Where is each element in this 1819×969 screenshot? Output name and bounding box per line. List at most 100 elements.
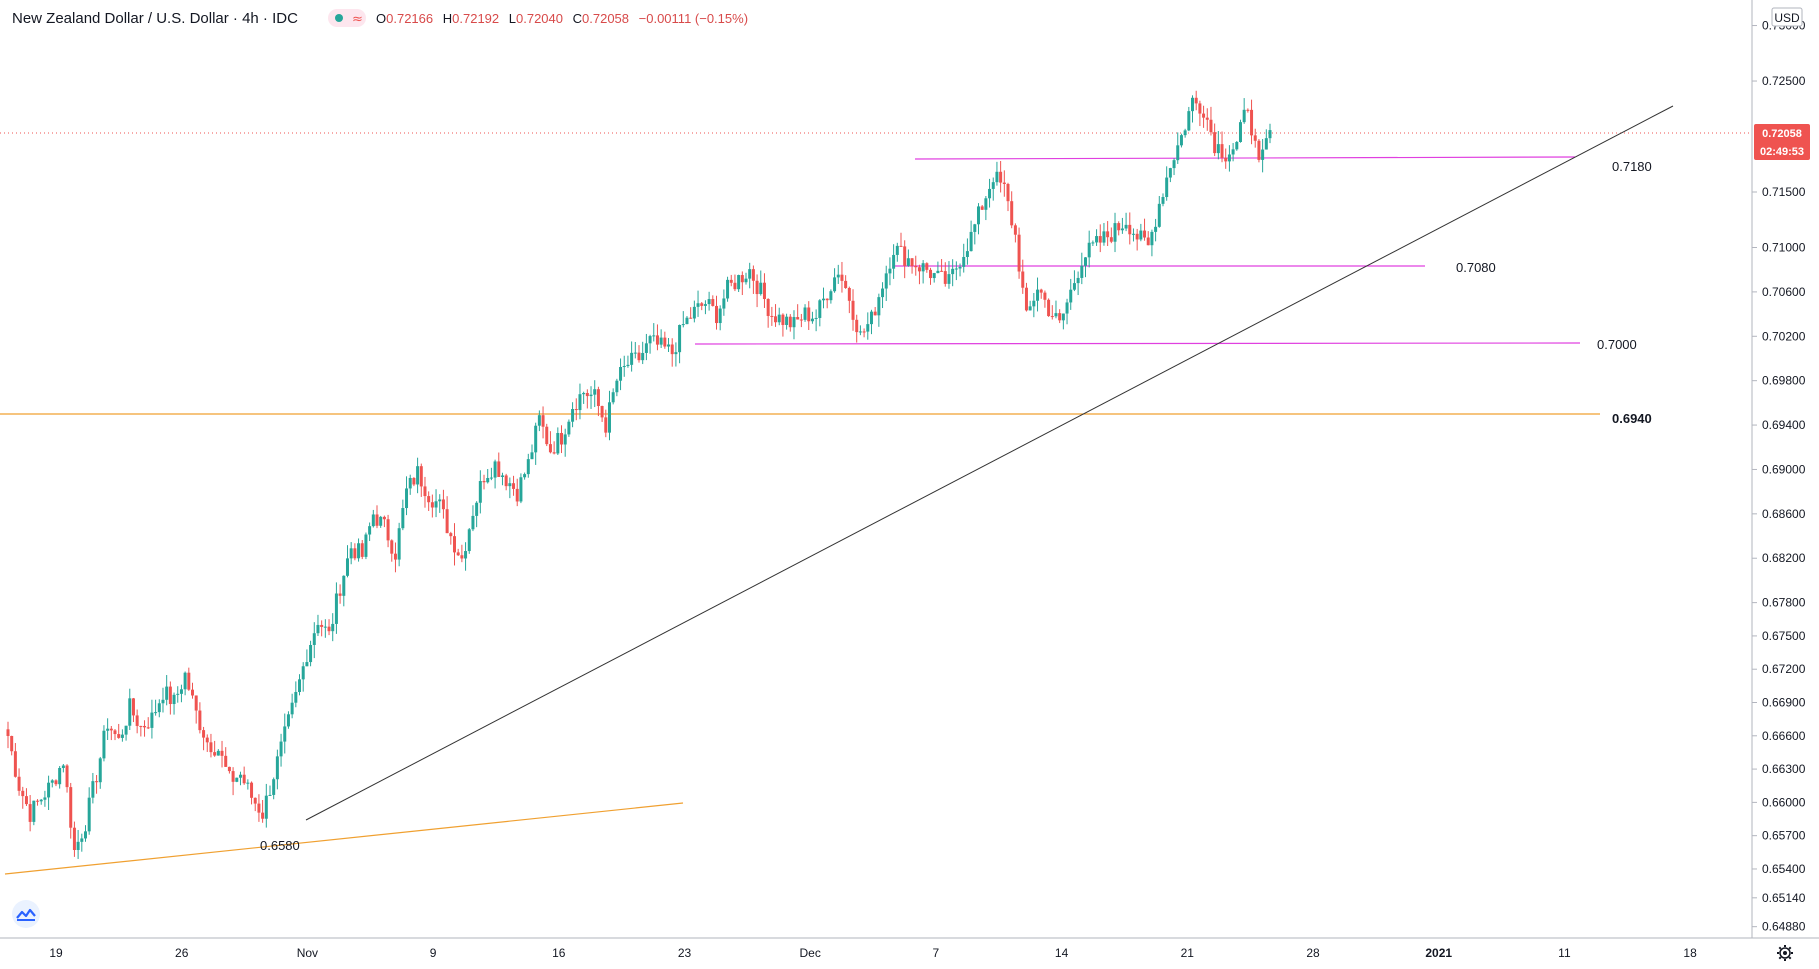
resistance-line-0700 — [694, 342, 1581, 345]
candle — [512, 475, 516, 496]
candle — [1095, 229, 1099, 246]
candle — [578, 383, 582, 420]
candle — [334, 582, 338, 634]
candle — [83, 825, 87, 842]
candle — [917, 264, 921, 285]
candle — [1087, 230, 1091, 268]
candle — [748, 262, 752, 289]
candle — [368, 522, 372, 542]
time-tick-label: 18 — [1683, 946, 1697, 960]
candle — [117, 723, 121, 739]
candle — [1047, 298, 1051, 317]
candle — [545, 423, 549, 447]
candle — [1028, 300, 1032, 311]
candle — [338, 584, 342, 604]
candle — [6, 721, 10, 749]
candle — [777, 307, 781, 326]
candle — [43, 790, 47, 807]
candle — [305, 649, 309, 667]
candle — [936, 261, 940, 274]
candle — [548, 431, 552, 454]
candle — [1131, 228, 1135, 242]
candle — [508, 477, 512, 499]
candle — [460, 544, 464, 563]
candle — [563, 428, 567, 457]
candle — [1187, 106, 1191, 132]
candle — [131, 697, 135, 723]
candle — [1172, 158, 1176, 176]
candle — [910, 258, 914, 274]
candle — [69, 782, 73, 839]
candle — [323, 619, 327, 638]
candle — [943, 262, 947, 287]
candle — [246, 779, 250, 790]
candle — [157, 699, 161, 718]
candle — [449, 531, 453, 545]
candle — [600, 405, 604, 422]
candle — [390, 539, 394, 562]
level-label-0708: 0.7080 — [1456, 260, 1496, 275]
candle — [1032, 293, 1036, 318]
candle — [345, 545, 349, 578]
candle — [995, 161, 999, 186]
candle — [179, 684, 183, 703]
candle — [456, 548, 460, 557]
candle — [54, 779, 58, 787]
candle — [929, 267, 933, 285]
candle — [379, 515, 383, 528]
currency-button[interactable] — [1771, 7, 1803, 27]
time-axis-ticks: 19 26 Nov 9 16 23 Dec 7 14 21 28 2021 11 18 — [49, 946, 1697, 960]
price-tick-label: 0.66300 — [1762, 762, 1806, 776]
candle — [659, 329, 663, 349]
last-price-badge — [1754, 124, 1810, 160]
candle — [172, 692, 176, 715]
settings-gear-icon[interactable] — [1777, 945, 1793, 961]
candle — [1139, 223, 1143, 242]
symbol-title[interactable]: New Zealand Dollar / U.S. Dollar · 4h · … — [12, 10, 298, 27]
price-tick-label: 0.65400 — [1762, 862, 1806, 876]
candle — [216, 749, 220, 756]
candle — [630, 341, 634, 372]
candle — [869, 309, 873, 335]
candle — [176, 686, 180, 703]
candle — [1113, 212, 1117, 253]
resistance-line-0718 — [914, 156, 1576, 160]
candle — [124, 725, 128, 741]
candle — [1021, 259, 1025, 294]
candle — [1128, 212, 1132, 245]
candle — [120, 729, 124, 742]
candle — [674, 342, 678, 367]
candle — [32, 800, 36, 826]
candle — [471, 505, 475, 532]
symbol-status-pills[interactable]: ≈ — [328, 9, 366, 27]
candle — [489, 467, 493, 481]
candle — [154, 699, 158, 716]
candle — [803, 304, 807, 322]
tradingview-logo-icon[interactable] — [12, 900, 40, 928]
candle — [788, 314, 792, 332]
candle — [1002, 170, 1006, 197]
candle — [670, 338, 674, 367]
candle — [1191, 95, 1195, 123]
candle — [401, 499, 405, 531]
candle — [416, 457, 420, 494]
candle — [884, 265, 888, 301]
candle — [1220, 131, 1224, 163]
candle — [593, 380, 597, 408]
candle — [28, 795, 32, 832]
candle — [1176, 132, 1180, 164]
candle — [168, 681, 172, 715]
candle — [1264, 129, 1268, 150]
candle — [903, 240, 907, 279]
candle — [76, 829, 80, 859]
candle — [980, 205, 984, 211]
candle — [858, 325, 862, 336]
candle — [847, 286, 851, 314]
candle — [589, 386, 593, 409]
candle — [430, 494, 434, 518]
candle — [976, 203, 980, 235]
candle — [1257, 139, 1261, 163]
candle — [954, 261, 958, 281]
candle — [895, 242, 899, 262]
